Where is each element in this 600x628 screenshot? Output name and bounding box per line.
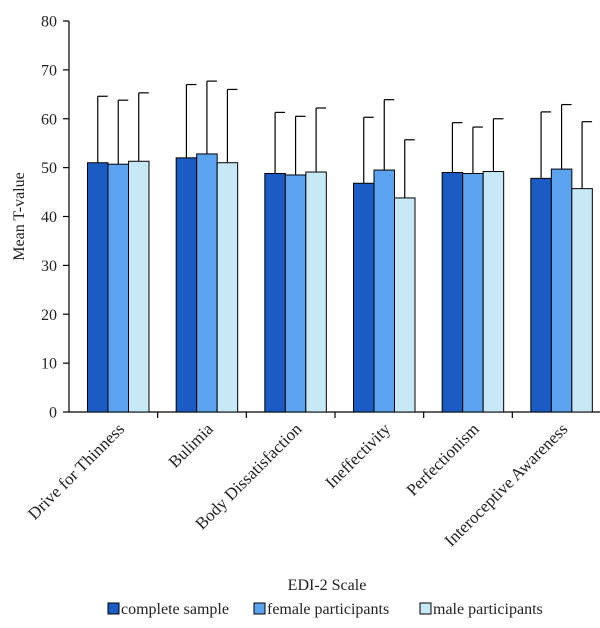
y-tick-label: 80: [41, 14, 57, 31]
legend-label: male participants: [433, 601, 543, 618]
y-tick-label: 50: [41, 160, 57, 177]
bar: [284, 174, 307, 413]
bar: [128, 160, 150, 413]
bar: [571, 188, 593, 413]
bar: [441, 172, 464, 413]
y-tick-label: 60: [41, 111, 57, 128]
legend-swatch: [253, 602, 266, 615]
legend-swatch: [419, 602, 432, 615]
y-tick-label: 30: [41, 258, 57, 275]
y-tick-label: 0: [49, 405, 57, 422]
category-label: Perfectionism: [403, 419, 483, 499]
y-axis-title: Mean T-value: [11, 172, 28, 260]
category-label: Bulimia: [165, 419, 217, 471]
bar: [530, 177, 552, 413]
y-tick-label: 40: [41, 209, 57, 226]
legend: complete sample female participants male p…: [107, 601, 543, 618]
bar: [550, 168, 573, 413]
bar: [107, 163, 129, 413]
x-axis-title: EDI-2 Scale: [288, 577, 367, 594]
bar: [196, 153, 218, 413]
bar: [264, 172, 286, 413]
category-label: Drive for Thinness: [24, 419, 128, 523]
bar: [175, 157, 198, 413]
bar: [216, 162, 239, 413]
legend-swatch: [107, 602, 120, 615]
bar: [394, 197, 416, 413]
y-tick-label: 20: [41, 307, 57, 324]
bar: [373, 169, 395, 413]
bar: [305, 171, 327, 413]
y-tick-label: 10: [41, 356, 57, 373]
y-tick-label: 70: [41, 62, 57, 79]
bar: [353, 182, 375, 413]
bar: [87, 162, 109, 413]
legend-label: complete sample: [121, 601, 229, 618]
bar: [462, 172, 484, 413]
bars: [87, 80, 593, 413]
bar: [482, 171, 505, 413]
y-axis: 0 10 20 30 40 50 60 70 80: [41, 14, 70, 422]
category-label: Ineffectivity: [322, 419, 395, 492]
x-axis: [69, 411, 600, 418]
legend-label: female participants: [267, 601, 389, 618]
